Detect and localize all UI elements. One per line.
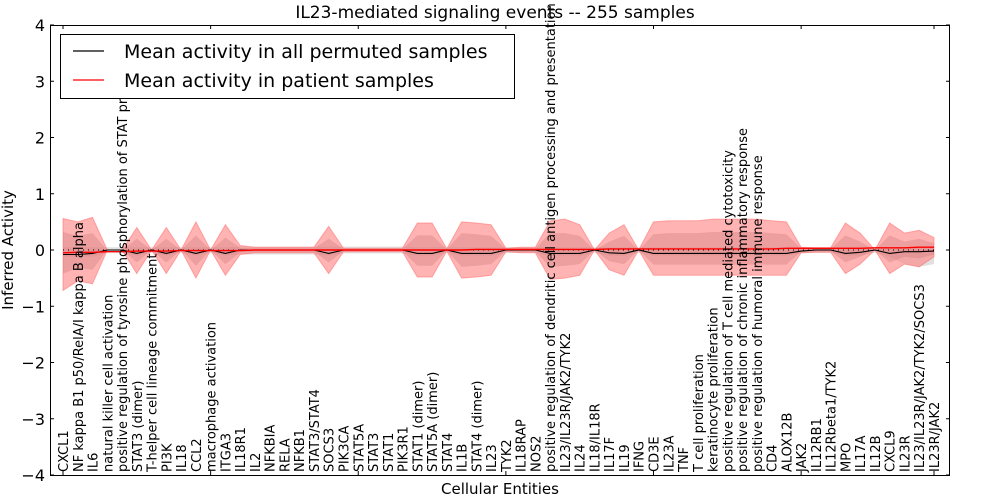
x-tick-label: CCL2 [190, 438, 205, 472]
x-tick-label: IFNG [633, 441, 648, 472]
x-tick-label: STAT3 (dimer) [131, 381, 146, 472]
x-tick-label: RELA [278, 438, 293, 472]
x-tick-label: IL18RAP [515, 419, 530, 472]
y-tick-label: 4 [35, 16, 45, 35]
x-tick-label: keratinocyte proliferation [707, 307, 722, 472]
x-tick-label: IL23A [662, 435, 677, 472]
x-tick-label: IL23R [899, 435, 914, 472]
x-tick-label: STAT4 [441, 433, 456, 472]
x-tick-label: MPO [839, 443, 854, 472]
x-tick-label: IL17F [603, 437, 618, 472]
x-tick-label: IL23R/JAK2 [928, 402, 943, 472]
legend-box [60, 34, 515, 99]
x-tick-label: IL18 [175, 444, 190, 472]
x-tick-label: CXCL9 [884, 430, 899, 472]
x-tick-label: SOCS3 [323, 428, 338, 472]
y-tick-label: −3 [21, 410, 45, 429]
x-tick-label: STAT5A (dimer) [426, 372, 441, 472]
x-tick-label: IL1B [456, 444, 471, 472]
x-tick-label: ALOX12B [780, 413, 795, 472]
x-tick-label: NFKB1 [293, 429, 308, 472]
x-tick-label: CD3E [648, 436, 663, 472]
x-tick-label: TYK2 [500, 439, 515, 473]
x-tick-label: IL18R1 [234, 427, 249, 472]
x-tick-label: STAT1 [382, 433, 397, 472]
y-tick-label: 2 [35, 129, 45, 148]
x-tick-label: NOS2 [529, 436, 544, 472]
x-tick-label: positive regulation of tyrosine phosphor… [116, 66, 131, 472]
x-tick-label: STAT5A [352, 424, 367, 472]
x-tick-label: IL23/IL23R/JAK2/TYK2 [559, 333, 574, 472]
x-tick-label: IL12RB1 [810, 418, 825, 472]
x-tick-label: positive regulation of dendritic cell an… [544, 3, 559, 472]
y-tick-label: −1 [21, 297, 45, 316]
x-tick-label: positive regulation of humoral immune re… [751, 155, 766, 472]
plot-frame [50, 25, 950, 476]
legend-label-permuted: Mean activity in all permuted samples [124, 41, 487, 63]
y-tick-label: −4 [21, 466, 45, 485]
chart-title: IL23-mediated signaling events -- 255 sa… [295, 3, 695, 23]
legend: Mean activity in all permuted samples Me… [60, 34, 515, 99]
y-tick-label: 1 [35, 185, 45, 204]
x-tick-label: IL23/IL23R/JAK2/TYK2/SOCS3 [913, 284, 928, 472]
x-tick-label: positive regulation of T cell mediated c… [721, 150, 736, 472]
series-line-patient [62, 246, 934, 254]
x-axis-label: Cellular Entities [441, 480, 559, 498]
x-tick-label: STAT3 [367, 433, 382, 472]
legend-label-patient: Mean activity in patient samples [124, 70, 434, 92]
x-tick-label: JAK2 [795, 443, 810, 473]
x-tick-labels: CXCL1 NF kappa B1 p50/RelA/I kappa B alph… [57, 3, 943, 473]
x-tick-label: IL18/IL18R [589, 403, 604, 472]
x-tick-label: IL23 [485, 444, 500, 472]
x-tick-label: CXCL1 [57, 430, 72, 472]
x-tick-label: IL6 [87, 453, 102, 472]
x-tick-label: TNF [677, 447, 692, 473]
x-tick-label: PIK3CA [338, 425, 353, 472]
bands-layer [62, 216, 935, 292]
x-tick-label: STAT1 (dimer) [411, 381, 426, 472]
x-tick-label: IL24 [574, 444, 589, 472]
x-tick-label: positive regulation of chronic inflammat… [736, 128, 751, 472]
x-tick-label: CD4 [766, 445, 781, 472]
y-tick-label: −2 [21, 354, 45, 373]
lines-layer [62, 246, 935, 256]
y-tick-label: 0 [35, 241, 45, 260]
x-tick-label: PIK3R1 [397, 426, 412, 472]
x-tick-label: T cell proliferation [692, 354, 707, 473]
x-tick-label: IL12Rbeta1/TYK2 [825, 361, 840, 472]
x-tick-label: IL12B [869, 435, 884, 472]
x-tick-label: IL17A [854, 435, 869, 472]
patient-band-outer [62, 216, 935, 292]
x-tick-label: PI3K [160, 443, 175, 472]
x-tick-label: STAT3/STAT4 [308, 389, 323, 472]
x-tick-label: T-helper cell lineage commitment [146, 254, 161, 473]
x-tick-label: macrophage activation [205, 322, 220, 472]
x-tick-label: NF kappa B1 p50/RelA/I kappa B alpha [72, 222, 87, 472]
patient-band-inner [63, 232, 934, 274]
x-tick-label: ITGA3 [219, 433, 234, 472]
y-axis-label: Inferred Activity [0, 190, 17, 310]
x-tick-label: IL2 [249, 453, 264, 472]
y-tick-label: 3 [35, 72, 45, 91]
x-tick-label: IL19 [618, 444, 633, 472]
x-tick-label: STAT4 (dimer) [470, 381, 485, 472]
x-tick-label: NFKBIA [264, 425, 279, 472]
x-tick-label: natural killer cell activation [101, 295, 116, 472]
